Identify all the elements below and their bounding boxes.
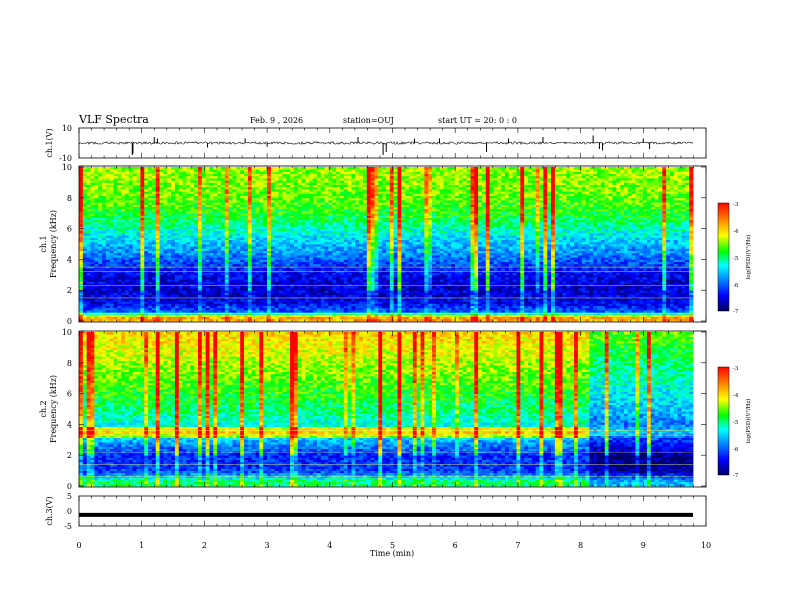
date-label: Feb. 9 , 2026 — [250, 116, 303, 125]
start-ut-label: start UT = 20: 0 : 0 — [438, 116, 517, 125]
ch1-waveform-ylabel: ch.1(V) — [45, 128, 54, 157]
ch1-spectrogram-image — [79, 167, 693, 321]
figure-title: VLF Spectra — [78, 113, 149, 126]
vlf-figure: VLF Spectra Feb. 9 , 2026 station=OUJ st… — [0, 0, 792, 612]
ch1-waveform-panel: 10 -10 ch.1(V) — [45, 124, 706, 163]
station-label: station=OUJ — [343, 116, 394, 125]
ch1-ytick-top: 10 — [62, 124, 72, 133]
ch1-ytick-bottom: -10 — [59, 154, 72, 163]
